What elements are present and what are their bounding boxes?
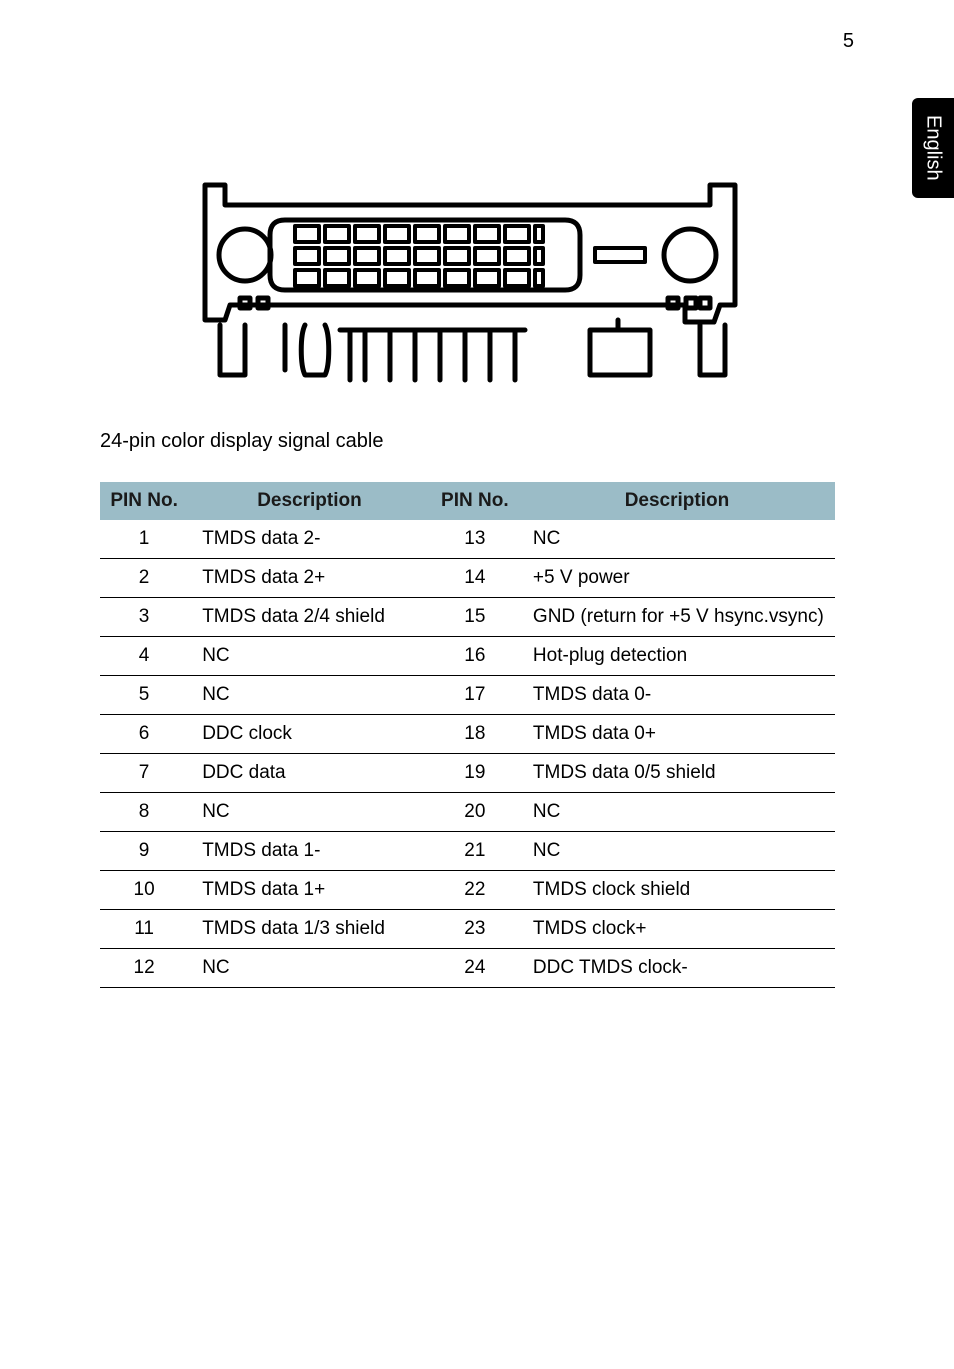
desc-cell: DDC clock: [188, 715, 431, 754]
desc-cell: NC: [519, 520, 835, 559]
pin-cell: 8: [100, 793, 188, 832]
desc-cell: NC: [519, 793, 835, 832]
pin-cell: 10: [100, 871, 188, 910]
table-row: 12NC24DDC TMDS clock-: [100, 949, 835, 988]
pin-cell: 20: [431, 793, 519, 832]
pin-cell: 11: [100, 910, 188, 949]
pin-cell: 24: [431, 949, 519, 988]
pin-cell: 17: [431, 676, 519, 715]
desc-cell: TMDS data 2/4 shield: [188, 598, 431, 637]
pin-cell: 9: [100, 832, 188, 871]
col-header-pin1: PIN No.: [100, 482, 188, 520]
table-row: 8NC20NC: [100, 793, 835, 832]
table-row: 10TMDS data 1+22TMDS clock shield: [100, 871, 835, 910]
pin-cell: 16: [431, 637, 519, 676]
pin-cell: 22: [431, 871, 519, 910]
pin-cell: 4: [100, 637, 188, 676]
pin-cell: 13: [431, 520, 519, 559]
table-caption: 24-pin color display signal cable: [100, 430, 384, 453]
pin-cell: 3: [100, 598, 188, 637]
page-number: 5: [843, 30, 854, 53]
table-row: 4NC16Hot-plug detection: [100, 637, 835, 676]
pin-cell: 2: [100, 559, 188, 598]
desc-cell: TMDS data 0+: [519, 715, 835, 754]
connector-diagram: [190, 170, 750, 390]
pin-cell: 21: [431, 832, 519, 871]
pin-cell: 14: [431, 559, 519, 598]
language-side-tab: English: [912, 98, 954, 198]
desc-cell: GND (return for +5 V hsync.vsync): [519, 598, 835, 637]
desc-cell: +5 V power: [519, 559, 835, 598]
desc-cell: TMDS data 2-: [188, 520, 431, 559]
desc-cell: NC: [188, 676, 431, 715]
pin-cell: 7: [100, 754, 188, 793]
desc-cell: NC: [188, 949, 431, 988]
pin-cell: 5: [100, 676, 188, 715]
desc-cell: NC: [188, 793, 431, 832]
desc-cell: TMDS data 1+: [188, 871, 431, 910]
pin-cell: 1: [100, 520, 188, 559]
pin-cell: 19: [431, 754, 519, 793]
desc-cell: TMDS clock+: [519, 910, 835, 949]
desc-cell: TMDS data 0/5 shield: [519, 754, 835, 793]
desc-cell: Hot-plug detection: [519, 637, 835, 676]
table-header-row: PIN No. Description PIN No. Description: [100, 482, 835, 520]
pin-cell: 15: [431, 598, 519, 637]
pin-cell: 18: [431, 715, 519, 754]
table-row: 11TMDS data 1/3 shield23TMDS clock+: [100, 910, 835, 949]
pin-cell: 6: [100, 715, 188, 754]
table-row: 3TMDS data 2/4 shield15GND (return for +…: [100, 598, 835, 637]
desc-cell: DDC TMDS clock-: [519, 949, 835, 988]
table-row: 5NC17TMDS data 0-: [100, 676, 835, 715]
table-row: 1TMDS data 2-13NC: [100, 520, 835, 559]
table-row: 9TMDS data 1-21NC: [100, 832, 835, 871]
table-row: 7DDC data19TMDS data 0/5 shield: [100, 754, 835, 793]
col-header-desc2: Description: [519, 482, 835, 520]
desc-cell: NC: [188, 637, 431, 676]
col-header-desc1: Description: [188, 482, 431, 520]
desc-cell: DDC data: [188, 754, 431, 793]
desc-cell: TMDS data 0-: [519, 676, 835, 715]
desc-cell: TMDS clock shield: [519, 871, 835, 910]
desc-cell: TMDS data 1/3 shield: [188, 910, 431, 949]
table-row: 6DDC clock18TMDS data 0+: [100, 715, 835, 754]
pinout-table: PIN No. Description PIN No. Description …: [100, 482, 835, 988]
desc-cell: TMDS data 1-: [188, 832, 431, 871]
desc-cell: NC: [519, 832, 835, 871]
desc-cell: TMDS data 2+: [188, 559, 431, 598]
pin-cell: 12: [100, 949, 188, 988]
table-row: 2TMDS data 2+14+5 V power: [100, 559, 835, 598]
pin-cell: 23: [431, 910, 519, 949]
col-header-pin2: PIN No.: [431, 482, 519, 520]
